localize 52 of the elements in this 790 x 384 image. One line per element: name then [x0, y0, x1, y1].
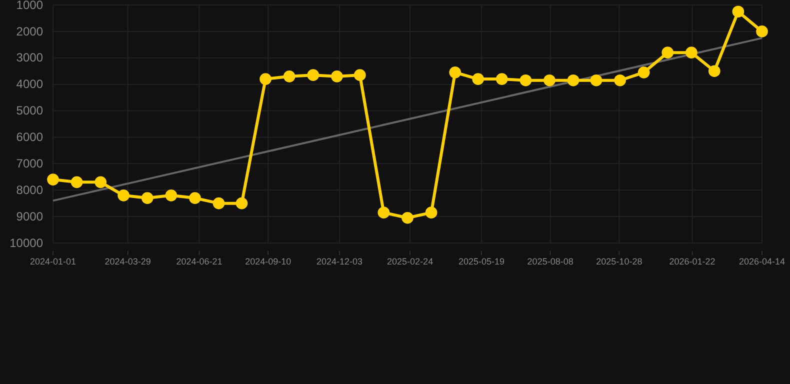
y-tick-label: 8000 — [16, 182, 44, 197]
x-tick-label: 2024-12-03 — [316, 256, 363, 266]
point — [212, 197, 225, 210]
point — [496, 73, 508, 85]
point — [425, 206, 438, 218]
point — [283, 70, 296, 82]
point — [307, 69, 320, 81]
y-tick-label: 6000 — [16, 130, 44, 144]
point — [732, 6, 744, 18]
point — [378, 206, 390, 218]
y-tick-label: 10000 — [10, 236, 44, 250]
point — [567, 74, 580, 86]
point — [614, 74, 626, 86]
x-tick-label: 2025-08-08 — [527, 256, 574, 266]
x-tick-label: 2025-10-28 — [596, 256, 642, 266]
x-tick-label: 2025-02-24 — [387, 256, 434, 266]
x-tick-label: 2024-01-01 — [30, 256, 76, 266]
point — [472, 73, 484, 85]
point — [638, 66, 650, 78]
point — [520, 74, 532, 86]
point — [449, 66, 462, 78]
y-tick-label: 5000 — [16, 104, 44, 118]
x-tick-label: 2025-05-19 — [458, 256, 504, 266]
point — [189, 192, 201, 204]
point — [662, 46, 674, 59]
point — [402, 212, 414, 224]
y-tick-label: 1000 — [16, 0, 44, 12]
point — [544, 74, 556, 86]
y-tick-label: 2000 — [16, 24, 44, 38]
point — [354, 69, 366, 81]
x-tick-label: 2024-06-21 — [176, 256, 222, 266]
point — [236, 197, 248, 210]
x-tick-label: 2024-03-29 — [104, 256, 151, 266]
point — [590, 74, 602, 86]
x-tick-label: 2026-01-22 — [669, 256, 716, 266]
point — [118, 189, 130, 202]
point — [686, 46, 698, 59]
y-tick-label: 9000 — [16, 209, 44, 224]
point — [47, 174, 59, 186]
point — [141, 192, 154, 204]
x-tick-label: 2024-09-10 — [245, 256, 292, 266]
point — [331, 70, 343, 82]
x-tick-label: 2026-04-14 — [738, 256, 786, 266]
point — [70, 176, 83, 188]
y-tick-label: 3000 — [16, 50, 44, 65]
point — [756, 26, 768, 38]
point — [94, 176, 107, 188]
point — [708, 65, 720, 78]
y-tick-label: 4000 — [16, 77, 44, 92]
y-tick-label: 7000 — [16, 156, 44, 171]
point — [165, 189, 178, 202]
point — [260, 73, 272, 85]
